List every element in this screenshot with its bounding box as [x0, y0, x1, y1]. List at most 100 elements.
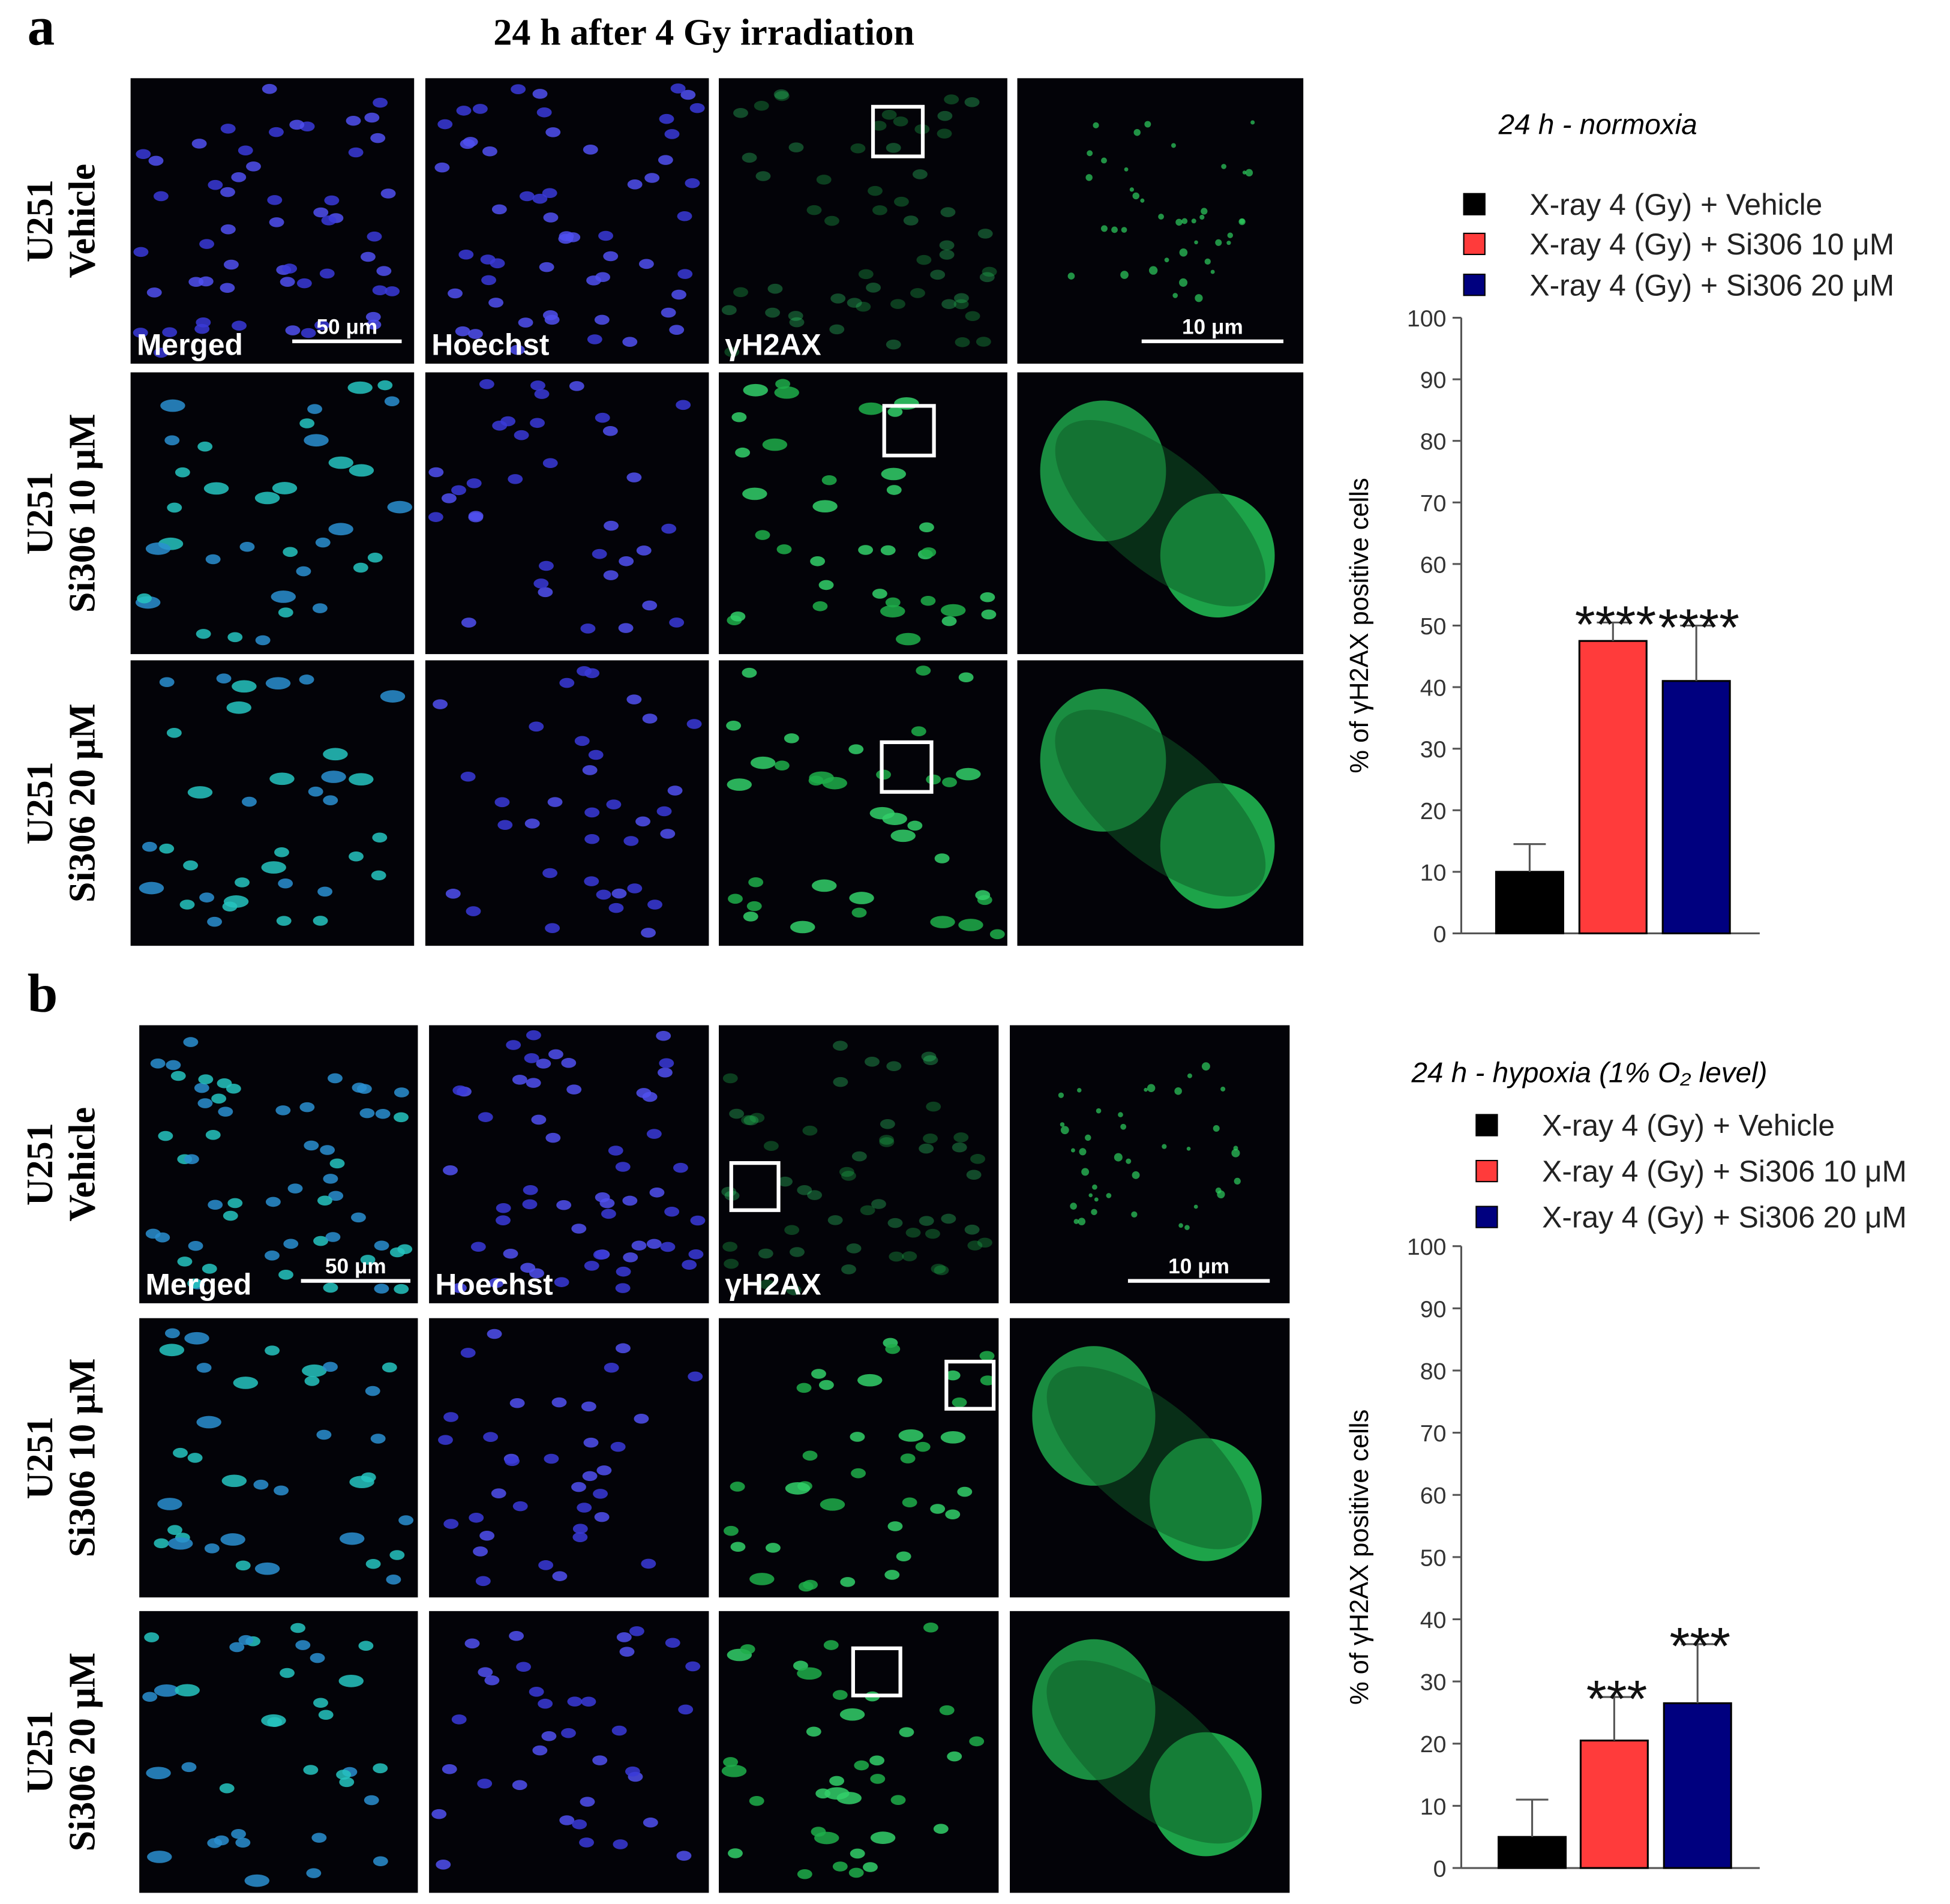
- cell: [656, 806, 672, 817]
- cell: [306, 1868, 322, 1878]
- cell: [940, 604, 966, 617]
- cell: [582, 765, 598, 775]
- cell: [374, 1284, 389, 1294]
- cell: [177, 1257, 193, 1267]
- cell: [803, 1579, 818, 1590]
- cell: [685, 1661, 701, 1672]
- cell: [269, 217, 284, 227]
- cell: [290, 1623, 305, 1633]
- row-label: Si306 10 μM: [62, 413, 103, 613]
- cell: [954, 293, 969, 304]
- cell: [797, 1667, 822, 1680]
- cell: [370, 1434, 386, 1444]
- cell: [944, 94, 959, 104]
- cell: [159, 843, 175, 854]
- cell: [616, 1632, 632, 1642]
- cell: [926, 1101, 941, 1112]
- focus: [1148, 266, 1158, 275]
- micrograph: [1017, 78, 1304, 364]
- cell: [919, 1143, 934, 1154]
- cell: [506, 1040, 521, 1050]
- cell: [441, 493, 457, 503]
- focus: [1191, 218, 1196, 224]
- cell: [774, 386, 799, 399]
- cell: [512, 1501, 528, 1512]
- focus: [1178, 1223, 1183, 1228]
- cell: [592, 1755, 608, 1765]
- focus: [1162, 1144, 1167, 1149]
- focus: [1226, 241, 1231, 245]
- cell: [272, 482, 298, 494]
- legend-swatch: [1475, 1114, 1498, 1137]
- chart-title: 24 h - hypoxia (1% O₂ level): [1411, 1057, 1768, 1089]
- cell: [353, 562, 368, 573]
- cell: [221, 1474, 247, 1488]
- cell: [232, 680, 257, 693]
- cell: [755, 171, 771, 181]
- cell: [394, 1087, 409, 1098]
- cell: [656, 1030, 671, 1041]
- y-tick-label: 60: [1420, 1483, 1447, 1509]
- cell: [313, 916, 328, 926]
- focus: [1186, 1146, 1191, 1151]
- cell: [397, 1244, 413, 1255]
- y-tick-label: 10: [1420, 1794, 1447, 1820]
- micrograph: [130, 660, 415, 946]
- cell: [532, 89, 548, 99]
- cell: [580, 623, 596, 634]
- cell: [466, 478, 482, 488]
- cell: [895, 632, 921, 646]
- cell: [373, 97, 388, 108]
- cell: [289, 119, 305, 130]
- bar: [1578, 640, 1648, 935]
- focus: [1227, 232, 1234, 238]
- cell: [664, 1206, 680, 1217]
- cell: [969, 1736, 985, 1747]
- focus: [1067, 272, 1075, 280]
- cell: [815, 1788, 831, 1799]
- cell: [816, 175, 832, 185]
- cell: [786, 1285, 802, 1296]
- cell: [276, 916, 292, 926]
- cell: [982, 266, 997, 277]
- cell: [491, 1488, 506, 1498]
- cell: [184, 1154, 199, 1164]
- cell: [545, 923, 560, 933]
- cell: [223, 1210, 238, 1221]
- cell: [561, 1728, 576, 1738]
- cell: [980, 592, 995, 602]
- bar: [1495, 871, 1564, 935]
- cell: [543, 212, 559, 223]
- cell: [370, 133, 386, 143]
- cell: [164, 1328, 180, 1339]
- cell: [730, 1542, 746, 1552]
- cell: [320, 1145, 335, 1155]
- cell: [574, 736, 590, 746]
- cell: [626, 472, 642, 482]
- cell: [832, 1861, 848, 1872]
- cell: [916, 665, 931, 676]
- cell: [372, 832, 388, 843]
- focus: [1233, 1146, 1238, 1151]
- cell: [821, 475, 837, 485]
- row-label: U251: [20, 179, 61, 262]
- cell: [518, 317, 533, 328]
- column-label: Merged: [146, 1267, 252, 1301]
- cell: [183, 1037, 199, 1047]
- cell: [254, 491, 280, 505]
- error-bar: [1513, 843, 1546, 872]
- cell: [133, 247, 149, 257]
- cell: [593, 1489, 608, 1499]
- cell: [881, 109, 897, 120]
- cell: [136, 149, 151, 160]
- cell: [584, 1261, 599, 1271]
- cell: [173, 1447, 188, 1458]
- cell: [851, 907, 867, 918]
- cell: [204, 1543, 220, 1554]
- cell: [203, 482, 229, 495]
- cell: [626, 694, 642, 704]
- cell: [677, 269, 693, 279]
- cell: [150, 1059, 166, 1069]
- cell: [584, 807, 600, 818]
- y-tick-label: 100: [1407, 305, 1447, 332]
